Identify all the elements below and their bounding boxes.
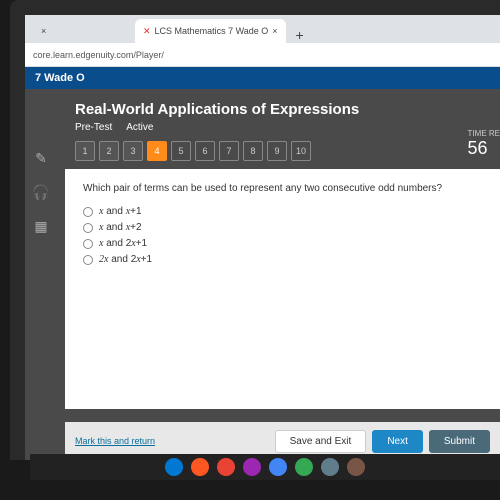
taskbar-app-4[interactable] [269, 458, 287, 476]
radio-icon[interactable] [83, 255, 93, 265]
tab-active[interactable]: Active [126, 122, 153, 133]
option-3[interactable]: x and 2x+1 [83, 238, 482, 249]
radio-icon[interactable] [83, 207, 93, 217]
question-number-10[interactable]: 10 [291, 141, 311, 161]
question-card: Which pair of terms can be used to repre… [65, 169, 500, 409]
footer-buttons: Save and Exit Next Submit [275, 430, 490, 453]
option-text: x and x+1 [99, 206, 142, 217]
taskbar-app-1[interactable] [191, 458, 209, 476]
taskbar-app-7[interactable] [347, 458, 365, 476]
radio-icon[interactable] [83, 239, 93, 249]
lesson-header: Real-World Applications of Expressions P… [25, 89, 500, 169]
tab-pretest[interactable]: Pre-Test [75, 122, 112, 133]
tab-active[interactable]: ✕ LCS Mathematics 7 Wade O × [135, 19, 286, 43]
question-number-7[interactable]: 7 [219, 141, 239, 161]
question-number-1[interactable]: 1 [75, 141, 95, 161]
option-1[interactable]: x and x+1 [83, 206, 482, 217]
question-nav: 12345678910 [75, 141, 450, 161]
question-number-4[interactable]: 4 [147, 141, 167, 161]
submit-button[interactable]: Submit [429, 430, 490, 453]
next-button[interactable]: Next [372, 430, 423, 453]
timer: TIME RE 56 [468, 129, 500, 159]
save-exit-button[interactable]: Save and Exit [275, 430, 367, 453]
close-icon[interactable]: × [41, 26, 46, 36]
os-taskbar [30, 454, 500, 480]
calculator-icon[interactable]: ▦ [32, 217, 50, 235]
timer-value: 56 [468, 138, 500, 159]
question-number-9[interactable]: 9 [267, 141, 287, 161]
question-number-3[interactable]: 3 [123, 141, 143, 161]
question-number-5[interactable]: 5 [171, 141, 191, 161]
taskbar-app-3[interactable] [243, 458, 261, 476]
taskbar-app-0[interactable] [165, 458, 183, 476]
lesson-tabs: Pre-Test Active [75, 122, 450, 133]
options-list: x and x+1 x and x+2 x and 2x+1 2x and 2x+1 [83, 206, 482, 265]
new-tab-button[interactable]: + [288, 27, 312, 43]
option-text: 2x and 2x+1 [99, 254, 152, 265]
app-header: 7 Wade O [25, 67, 500, 89]
taskbar-app-5[interactable] [295, 458, 313, 476]
student-name: 7 Wade O [35, 72, 85, 84]
radio-icon[interactable] [83, 223, 93, 233]
taskbar-app-2[interactable] [217, 458, 235, 476]
mark-return-link[interactable]: Mark this and return [75, 436, 155, 446]
question-number-8[interactable]: 8 [243, 141, 263, 161]
question-number-6[interactable]: 6 [195, 141, 215, 161]
laptop-frame: × ✕ LCS Mathematics 7 Wade O × + core.le… [10, 0, 500, 460]
pencil-icon[interactable]: ✎ [32, 149, 50, 167]
screen: × ✕ LCS Mathematics 7 Wade O × + core.le… [25, 15, 500, 460]
tool-sidebar: ✎ 🎧 ▦ [25, 89, 57, 460]
lesson-title: Real-World Applications of Expressions [75, 101, 450, 118]
url-text[interactable]: core.learn.edgenuity.com/Player/ [33, 50, 164, 60]
tab-favicon: ✕ [143, 26, 151, 37]
question-number-2[interactable]: 2 [99, 141, 119, 161]
option-4[interactable]: 2x and 2x+1 [83, 254, 482, 265]
browser-tab-strip: × ✕ LCS Mathematics 7 Wade O × + [25, 15, 500, 43]
taskbar-app-6[interactable] [321, 458, 339, 476]
content-area: ✎ 🎧 ▦ Real-World Applications of Express… [25, 89, 500, 460]
close-icon[interactable]: × [272, 26, 277, 36]
tab-blank[interactable]: × [33, 19, 133, 43]
timer-label: TIME RE [468, 129, 500, 138]
option-text: x and 2x+1 [99, 238, 147, 249]
option-text: x and x+2 [99, 222, 142, 233]
tab-label: LCS Mathematics 7 Wade O [155, 26, 269, 36]
headphones-icon[interactable]: 🎧 [32, 183, 50, 201]
question-prompt: Which pair of terms can be used to repre… [83, 183, 482, 194]
option-2[interactable]: x and x+2 [83, 222, 482, 233]
url-bar: core.learn.edgenuity.com/Player/ [25, 43, 500, 67]
